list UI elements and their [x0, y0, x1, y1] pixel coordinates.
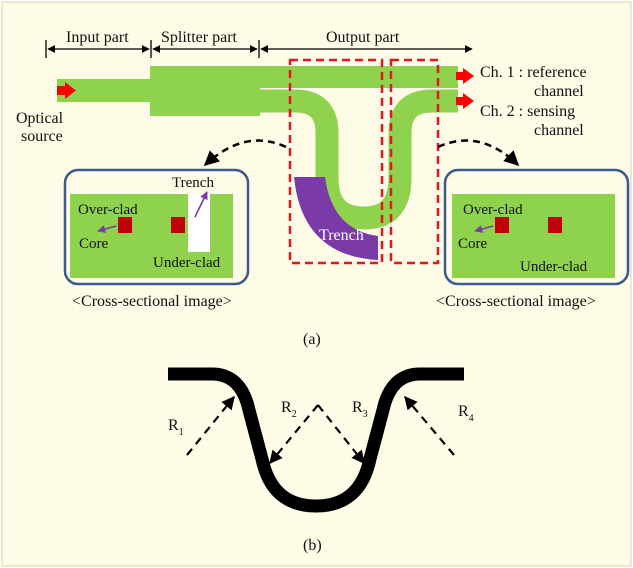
- right-cross-section-panel: Over-clad Core Under-clad: [443, 168, 630, 286]
- left-core-1: [118, 217, 132, 233]
- right-under-clad-label: Under-clad: [520, 259, 588, 275]
- red-arrows: [57, 68, 474, 109]
- optical-source-label-line2: source: [21, 128, 63, 145]
- r3-label: R3: [352, 399, 368, 420]
- right-core-2: [548, 217, 562, 233]
- trench-region: [294, 177, 378, 260]
- r2-arrow: [269, 404, 319, 465]
- left-cross-section-panel: Trench Over-clad Core Under-clad: [63, 168, 250, 286]
- caption-a: (a): [303, 331, 321, 348]
- u-bend-waveguide: [168, 367, 464, 513]
- r1-label: R1: [168, 417, 184, 438]
- left-core-label: Core: [79, 236, 109, 252]
- ch2-label-line1: Ch. 2 : sensing: [480, 103, 575, 120]
- dashed-box-reference: [389, 58, 440, 265]
- r2-label: R2: [281, 399, 297, 420]
- source-arrow-icon: [57, 82, 76, 99]
- r1-arrow: [186, 395, 235, 456]
- ch2-arrow-icon: [456, 93, 474, 109]
- right-panel-caption: <Cross-sectional image>: [436, 293, 596, 310]
- trench-label: Trench: [319, 227, 364, 244]
- output-part-label: Output part: [326, 29, 400, 46]
- left-core-pointer: [97, 225, 117, 233]
- sensing-waveguide-bend: [258, 89, 458, 230]
- left-trench-label: Trench: [172, 175, 214, 191]
- left-panel-caption: <Cross-sectional image>: [72, 293, 232, 310]
- left-pointer-arrow: [203, 139, 287, 167]
- section-dimension-lines: [45, 40, 473, 58]
- right-cladding: [452, 194, 615, 278]
- input-waveguide: [57, 79, 152, 102]
- right-pointer-arrow: [437, 139, 520, 167]
- radius-arrows: [186, 395, 455, 465]
- r3-arrow: [317, 404, 365, 465]
- left-trench-gap: [188, 194, 210, 252]
- dashed-box-sensing: [288, 58, 384, 265]
- input-part-label: Input part: [66, 29, 129, 46]
- right-core-label: Core: [458, 236, 488, 252]
- ch1-arrow-icon: [456, 68, 474, 84]
- splitter-body: [150, 66, 260, 116]
- reference-waveguide: [258, 66, 458, 88]
- splitter-part-label: Splitter part: [161, 29, 238, 46]
- ch1-label-line2: channel: [534, 83, 584, 100]
- left-over-clad-label: Over-clad: [78, 202, 138, 218]
- left-core-2: [171, 217, 185, 233]
- waveguide-structure: Trench: [57, 66, 458, 260]
- ch2-label-line2: channel: [534, 122, 584, 139]
- r4-arrow: [404, 395, 455, 456]
- right-over-clad-label: Over-clad: [463, 202, 523, 218]
- caption-b: (b): [303, 537, 322, 554]
- left-under-clad-label: Under-clad: [153, 255, 221, 271]
- right-core-pointer: [474, 225, 494, 233]
- r4-label: R4: [458, 403, 474, 424]
- right-core-1: [495, 217, 509, 233]
- optical-source-label-line1: Optical: [16, 110, 64, 127]
- left-trench-pointer: [194, 191, 208, 218]
- ch1-label-line1: Ch. 1 : reference: [480, 64, 587, 81]
